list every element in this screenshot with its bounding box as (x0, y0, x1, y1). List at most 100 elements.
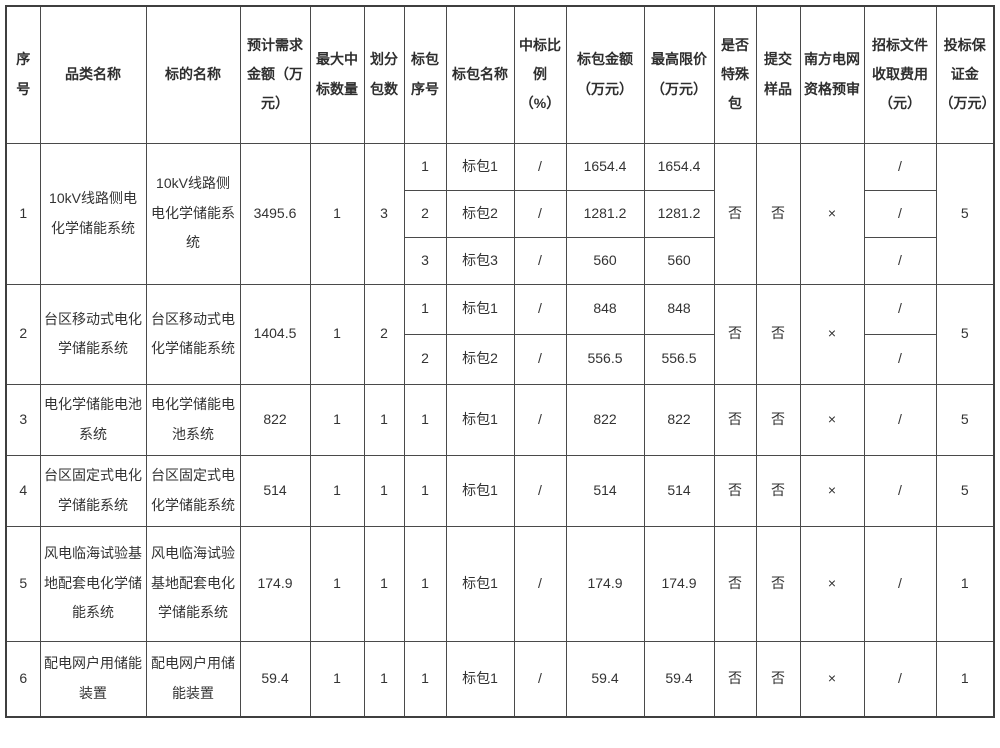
cell-special-package: 否 (713, 142, 757, 285)
cell-package-amount: 848 (565, 283, 645, 335)
cell-doc-fee: / (863, 283, 937, 335)
cell-prequalification: × (799, 283, 865, 385)
cell-win-ratio: / (513, 525, 567, 642)
cell-prequalification: × (799, 383, 865, 456)
cell-seq-no: 6 (5, 640, 41, 718)
cell-special-package: 否 (713, 283, 757, 385)
cell-package-seq: 2 (403, 189, 447, 238)
table-row: 6 配电网户用储能装置 配电网户用储能装置 59.4 1 1 1 标包1 / 5… (5, 640, 995, 718)
cell-package-name: 标包2 (445, 333, 515, 385)
cell-submit-sample: 否 (755, 454, 801, 527)
col-header-submit-sample: 提交样品 (755, 5, 801, 144)
cell-max-price: 174.9 (643, 525, 715, 642)
cell-package-count: 1 (363, 640, 405, 718)
cell-subject-name: 电化学储能电池系统 (145, 383, 241, 456)
cell-bid-deposit: 1 (935, 640, 995, 718)
cell-category-name: 10kV线路侧电化学储能系统 (39, 142, 147, 285)
cell-package-seq: 1 (403, 283, 447, 335)
cell-package-amount: 174.9 (565, 525, 645, 642)
cell-package-count: 1 (363, 383, 405, 456)
col-header-prequalification: 南方电网资格预审 (799, 5, 865, 144)
cell-max-price: 848 (643, 283, 715, 335)
cell-package-seq: 3 (403, 236, 447, 285)
cell-category-name: 配电网户用储能装置 (39, 640, 147, 718)
cell-special-package: 否 (713, 525, 757, 642)
cell-doc-fee: / (863, 333, 937, 385)
cell-estimated-amount: 514 (239, 454, 311, 527)
cell-doc-fee: / (863, 383, 937, 456)
cell-package-seq: 1 (403, 525, 447, 642)
col-header-category-name: 品类名称 (39, 5, 147, 144)
cell-package-name: 标包1 (445, 142, 515, 191)
cell-bid-deposit: 5 (935, 283, 995, 385)
cell-subject-name: 台区固定式电化学储能系统 (145, 454, 241, 527)
cell-package-amount: 556.5 (565, 333, 645, 385)
cell-package-amount: 1281.2 (565, 189, 645, 238)
col-header-package-seq: 标包序号 (403, 5, 447, 144)
cell-package-seq: 1 (403, 383, 447, 456)
cell-max-price: 514 (643, 454, 715, 527)
cell-seq-no: 3 (5, 383, 41, 456)
table-row: 5 风电临海试验基地配套电化学储能系统 风电临海试验基地配套电化学储能系统 17… (5, 525, 995, 642)
cell-package-amount: 514 (565, 454, 645, 527)
cell-category-name: 台区移动式电化学储能系统 (39, 283, 147, 385)
cell-doc-fee: / (863, 142, 937, 191)
cell-package-name: 标包1 (445, 454, 515, 527)
cell-prequalification: × (799, 454, 865, 527)
cell-seq-no: 5 (5, 525, 41, 642)
col-header-bid-deposit: 投标保证金（万元） (935, 5, 995, 144)
cell-win-ratio: / (513, 454, 567, 527)
cell-subject-name: 台区移动式电化学储能系统 (145, 283, 241, 385)
cell-max-price: 1281.2 (643, 189, 715, 238)
cell-package-name: 标包1 (445, 525, 515, 642)
cell-win-ratio: / (513, 333, 567, 385)
cell-package-amount: 1654.4 (565, 142, 645, 191)
cell-win-ratio: / (513, 640, 567, 718)
cell-prequalification: × (799, 142, 865, 285)
cell-max-price: 822 (643, 383, 715, 456)
cell-package-count: 3 (363, 142, 405, 285)
cell-doc-fee: / (863, 640, 937, 718)
col-header-subject-name: 标的名称 (145, 5, 241, 144)
cell-submit-sample: 否 (755, 383, 801, 456)
cell-submit-sample: 否 (755, 525, 801, 642)
cell-seq-no: 4 (5, 454, 41, 527)
col-header-seq-no: 序号 (5, 5, 41, 144)
cell-max-win-count: 1 (309, 525, 365, 642)
cell-max-price: 59.4 (643, 640, 715, 718)
cell-package-name: 标包3 (445, 236, 515, 285)
table-row: 4 台区固定式电化学储能系统 台区固定式电化学储能系统 514 1 1 1 标包… (5, 454, 995, 527)
cell-max-win-count: 1 (309, 383, 365, 456)
cell-seq-no: 2 (5, 283, 41, 385)
col-header-max-price: 最高限价（万元） (643, 5, 715, 144)
cell-bid-deposit: 5 (935, 454, 995, 527)
header-row: 序号 品类名称 标的名称 预计需求金额（万元） 最大中标数量 划分包数 标包序号… (5, 5, 995, 144)
cell-package-amount: 822 (565, 383, 645, 456)
cell-max-price: 560 (643, 236, 715, 285)
col-header-win-ratio: 中标比例（%） (513, 5, 567, 144)
cell-max-win-count: 1 (309, 142, 365, 285)
cell-subject-name: 风电临海试验基地配套电化学储能系统 (145, 525, 241, 642)
cell-max-win-count: 1 (309, 640, 365, 718)
cell-package-seq: 2 (403, 333, 447, 385)
cell-bid-deposit: 5 (935, 142, 995, 285)
table-row: 2 台区移动式电化学储能系统 台区移动式电化学储能系统 1404.5 1 2 1… (5, 283, 995, 385)
cell-package-name: 标包1 (445, 283, 515, 335)
cell-special-package: 否 (713, 383, 757, 456)
cell-win-ratio: / (513, 189, 567, 238)
cell-bid-deposit: 1 (935, 525, 995, 642)
cell-package-seq: 1 (403, 640, 447, 718)
cell-package-name: 标包1 (445, 383, 515, 456)
cell-submit-sample: 否 (755, 640, 801, 718)
col-header-package-name: 标包名称 (445, 5, 515, 144)
table-subrow: 2 标包2 / 556.5 556.5 / (6, 333, 994, 385)
cell-max-price: 1654.4 (643, 142, 715, 191)
cell-win-ratio: / (513, 142, 567, 191)
cell-estimated-amount: 1404.5 (239, 283, 311, 385)
cell-special-package: 否 (713, 454, 757, 527)
cell-estimated-amount: 3495.6 (239, 142, 311, 285)
cell-package-count: 1 (363, 525, 405, 642)
cell-max-price: 556.5 (643, 333, 715, 385)
cell-package-count: 1 (363, 454, 405, 527)
cell-subject-name: 10kV线路侧电化学储能系统 (145, 142, 241, 285)
